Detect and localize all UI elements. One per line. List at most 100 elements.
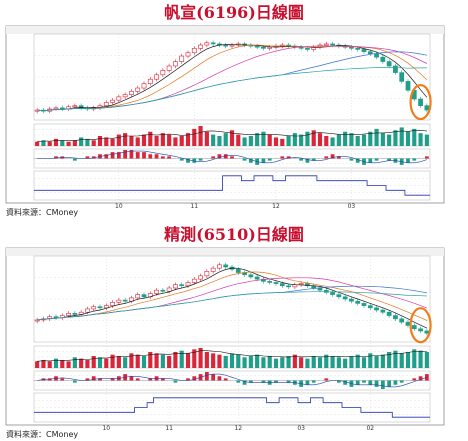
indicator-bar (362, 380, 366, 383)
volume-bar (211, 353, 216, 368)
indicator-bar (98, 378, 102, 381)
candle-body (361, 49, 367, 52)
candle-body (191, 48, 197, 54)
volume-bar (374, 356, 379, 368)
indicator-bar (179, 158, 184, 161)
indicator-bar (211, 156, 216, 159)
volume-bar (141, 134, 147, 146)
volume-bar (185, 133, 191, 146)
volume-bar (129, 353, 134, 368)
volume-bar (154, 353, 159, 368)
volume-bar (192, 349, 197, 368)
highlight-circle (409, 307, 432, 344)
volume-bar (72, 140, 77, 146)
chart-b-svg: 10 11 12 03 02 (5, 247, 445, 432)
volume-bar (97, 136, 103, 146)
candle-body (179, 284, 185, 287)
chart-block-a: 10 11 12 03 帆宣(6196)日線圖 資料來源：CMoney (0, 0, 468, 219)
indicator-bar (217, 376, 222, 381)
candle-body (261, 46, 266, 49)
candle-body (122, 299, 128, 302)
candle-body (173, 61, 178, 67)
indicator-bar (280, 156, 285, 159)
volume-bar (217, 354, 222, 368)
volume-bar (141, 356, 147, 368)
volume-bar (387, 134, 392, 146)
indicator-bar (204, 372, 209, 381)
volume-bar (374, 128, 379, 146)
candle-body (204, 271, 210, 277)
candle-body (411, 325, 417, 330)
volume-bar (160, 354, 165, 368)
volume-bar (280, 138, 285, 146)
volume-bar (286, 136, 291, 146)
candle-body (305, 283, 310, 287)
volume-bar (110, 138, 115, 146)
candle-body (298, 46, 304, 49)
volume-bar (148, 131, 153, 146)
candle-body (85, 308, 90, 313)
volume-bar (148, 352, 153, 368)
chip-step-line (34, 397, 430, 418)
indicator-bar (393, 380, 398, 385)
volume-bar (53, 358, 59, 368)
ma-line-5 (37, 44, 428, 111)
x-tick-label: 10 (102, 425, 110, 432)
candle-body (116, 299, 122, 303)
candle-body (110, 302, 115, 306)
indicator-bar (387, 158, 392, 161)
candle-body (235, 268, 241, 273)
volume-bar (104, 137, 109, 146)
indicator-bar (311, 158, 316, 161)
volume-bar (418, 350, 423, 368)
volume-bar (368, 353, 373, 368)
candle-body (267, 46, 273, 49)
volume-bar (135, 354, 140, 368)
volume-bar (405, 352, 411, 368)
volume-bar (368, 131, 373, 146)
chip-step-line (34, 175, 430, 196)
volume-bar (380, 133, 385, 146)
indicator-bar (242, 158, 247, 161)
chart-header-bar (6, 248, 444, 256)
volume-bar (116, 134, 121, 146)
indicator-bar (299, 158, 304, 161)
indicator-bar (355, 380, 360, 385)
chart-header-bar (6, 26, 444, 34)
indicator-bar (135, 152, 140, 159)
indicator-bar (374, 158, 379, 161)
indicator-bar (236, 380, 241, 383)
ma-line-5 (37, 267, 428, 329)
indicator-bar (368, 158, 373, 163)
volume-bar (91, 140, 96, 146)
indicator-bar (311, 380, 316, 383)
candle-body (53, 107, 59, 110)
candle-body (361, 303, 367, 306)
indicator-bar (186, 158, 190, 163)
volume-bar (223, 133, 228, 146)
volume-bar (255, 354, 260, 368)
volume-bar (324, 354, 329, 368)
volume-bar (123, 133, 128, 146)
indicator-bar (142, 152, 146, 159)
candle-body (154, 289, 159, 294)
candle-body (424, 105, 430, 111)
volume-bar (85, 360, 90, 368)
x-tick-label: 12 (272, 203, 280, 210)
candle-body (374, 53, 379, 58)
volume-bar (179, 350, 184, 368)
volume-bar (393, 130, 398, 146)
indicator-bar (54, 156, 58, 159)
candle-body (386, 61, 392, 67)
indicator-bar (368, 380, 373, 385)
volume-bar (336, 134, 341, 146)
highlight-circle (409, 83, 432, 121)
candle-body (279, 283, 285, 287)
candle-body (323, 289, 329, 293)
indicator-bar (148, 378, 153, 381)
candle-body (248, 274, 254, 278)
indicator-bar (305, 158, 310, 163)
indicator-bar (72, 158, 77, 161)
volume-bar (116, 356, 121, 368)
volume-bar (167, 134, 172, 146)
